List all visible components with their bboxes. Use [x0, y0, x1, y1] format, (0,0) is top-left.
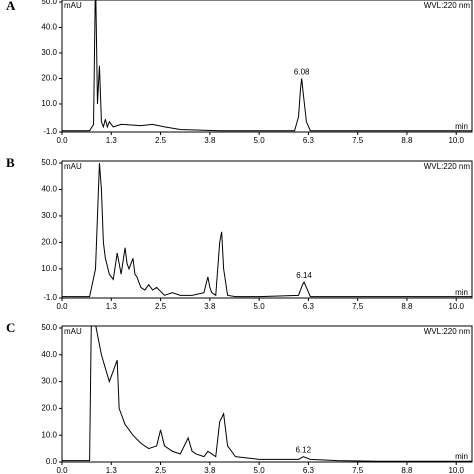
trace [62, 326, 472, 462]
panel-label: B [6, 155, 15, 170]
x-unit: min [455, 452, 468, 461]
x-tick-label: 8.8 [401, 302, 413, 311]
peak-label: 6.12 [295, 446, 311, 455]
x-tick-label: 6.3 [303, 302, 315, 311]
x-tick-label: 6.3 [303, 136, 315, 145]
y-tick-label: 30.0 [41, 377, 57, 386]
plot-frame [61, 160, 473, 299]
y-unit: mAU [64, 1, 82, 10]
y-tick-label: 10.0 [41, 264, 57, 273]
y-tick-label: 20.0 [41, 238, 57, 247]
trace [62, 162, 472, 298]
x-tick-label: 1.3 [106, 136, 118, 145]
x-tick-label: 8.8 [401, 466, 413, 474]
x-tick-label: 2.5 [155, 136, 167, 145]
peak-label: 6.08 [294, 68, 310, 77]
x-tick-label: 0.0 [56, 466, 68, 474]
x-tick-label: 5.0 [254, 136, 266, 145]
x-tick-label: 10.0 [448, 136, 464, 145]
y-unit: mAU [64, 162, 82, 171]
y-tick-label: 50.0 [41, 158, 57, 167]
x-tick-label: 7.5 [352, 466, 364, 474]
y-tick-label: 0.0 [46, 457, 58, 466]
y-tick-label: 10.0 [41, 430, 57, 439]
x-tick-label: 3.8 [204, 136, 216, 145]
x-tick-label: 1.3 [106, 466, 118, 474]
y-unit: mAU [64, 327, 82, 336]
plot-frame [61, 0, 473, 133]
y-tick-label: 40.0 [41, 23, 57, 32]
y-tick-label: 20.0 [41, 404, 57, 413]
y-tick-label: 40.0 [41, 350, 57, 359]
plot-frame [61, 325, 473, 463]
trace [62, 0, 472, 132]
y-tick-label: 10.0 [41, 99, 57, 108]
y-tick-label: 50.0 [41, 323, 57, 332]
y-tick-label: 40.0 [41, 185, 57, 194]
peak-label: 6.14 [296, 271, 312, 280]
x-tick-label: 3.8 [204, 466, 216, 474]
x-tick-label: 3.8 [204, 302, 216, 311]
y-tick-label: 20.0 [41, 74, 57, 83]
y-tick-label: 50.0 [41, 0, 57, 6]
detector: WVL:220 nm [424, 327, 471, 336]
x-tick-label: 7.5 [352, 136, 364, 145]
x-tick-label: 6.3 [303, 466, 315, 474]
x-tick-label: 5.0 [254, 466, 266, 474]
x-unit: min [455, 288, 468, 297]
y-tick-label: -1.0 [43, 293, 57, 302]
x-tick-label: 10.0 [448, 302, 464, 311]
detector: WVL:220 nm [424, 1, 471, 10]
x-tick-label: 0.0 [56, 136, 68, 145]
x-tick-label: 5.0 [254, 302, 266, 311]
x-tick-label: 1.3 [106, 302, 118, 311]
x-tick-label: 7.5 [352, 302, 364, 311]
detector: WVL:220 nm [424, 162, 471, 171]
x-tick-label: 2.5 [155, 302, 167, 311]
y-tick-label: 30.0 [41, 48, 57, 57]
x-tick-label: 10.0 [448, 466, 464, 474]
y-tick-label: -1.0 [43, 127, 57, 136]
panel-label: A [6, 0, 16, 13]
x-tick-label: 2.5 [155, 466, 167, 474]
panel-label: C [6, 320, 15, 335]
y-tick-label: 30.0 [41, 211, 57, 220]
x-tick-label: 0.0 [56, 302, 68, 311]
x-unit: min [455, 122, 468, 131]
x-tick-label: 8.8 [401, 136, 413, 145]
